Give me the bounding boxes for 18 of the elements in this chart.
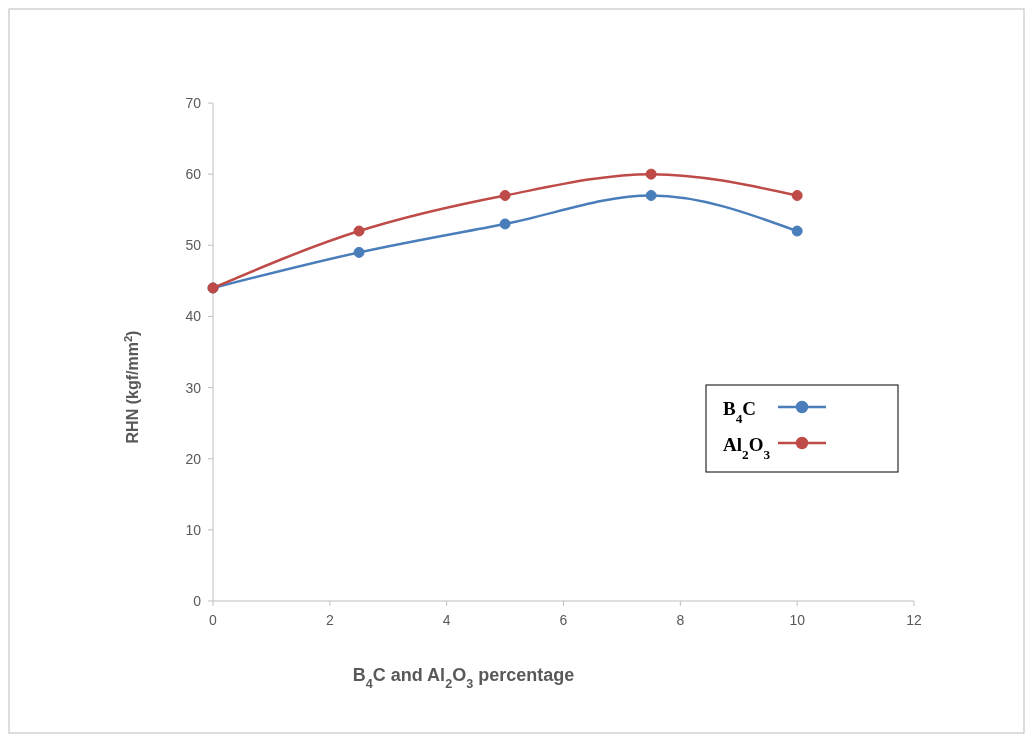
y-tick-label: 10 (185, 521, 202, 538)
legend-label: B$_{4}$C (723, 398, 757, 426)
x-tick-label: 2 (325, 612, 334, 628)
y-tick-label: 40 (185, 308, 202, 325)
y-tick-label: 0 (193, 593, 202, 609)
y-tick-label: 60 (185, 166, 202, 183)
y-tick-label: 20 (185, 450, 202, 467)
x-tick-label: 8 (676, 612, 685, 628)
y-tick-label: 70 (185, 95, 202, 111)
x-axis-title: B$_{4}$C and Al$_{2}$O$_{3}$ percentage (352, 665, 575, 691)
x-tick-label: 0 (209, 612, 218, 628)
x-tick-label: 4 (442, 612, 451, 628)
x-tick-label: 10 (789, 612, 806, 628)
legend-label: Al$_{2}$O$_{3}$ (723, 434, 771, 462)
y-tick-label: 50 (185, 237, 202, 254)
x-tick-label: 6 (559, 612, 568, 628)
x-tick-label: 12 (906, 612, 922, 628)
y-tick-label: 30 (185, 379, 202, 396)
